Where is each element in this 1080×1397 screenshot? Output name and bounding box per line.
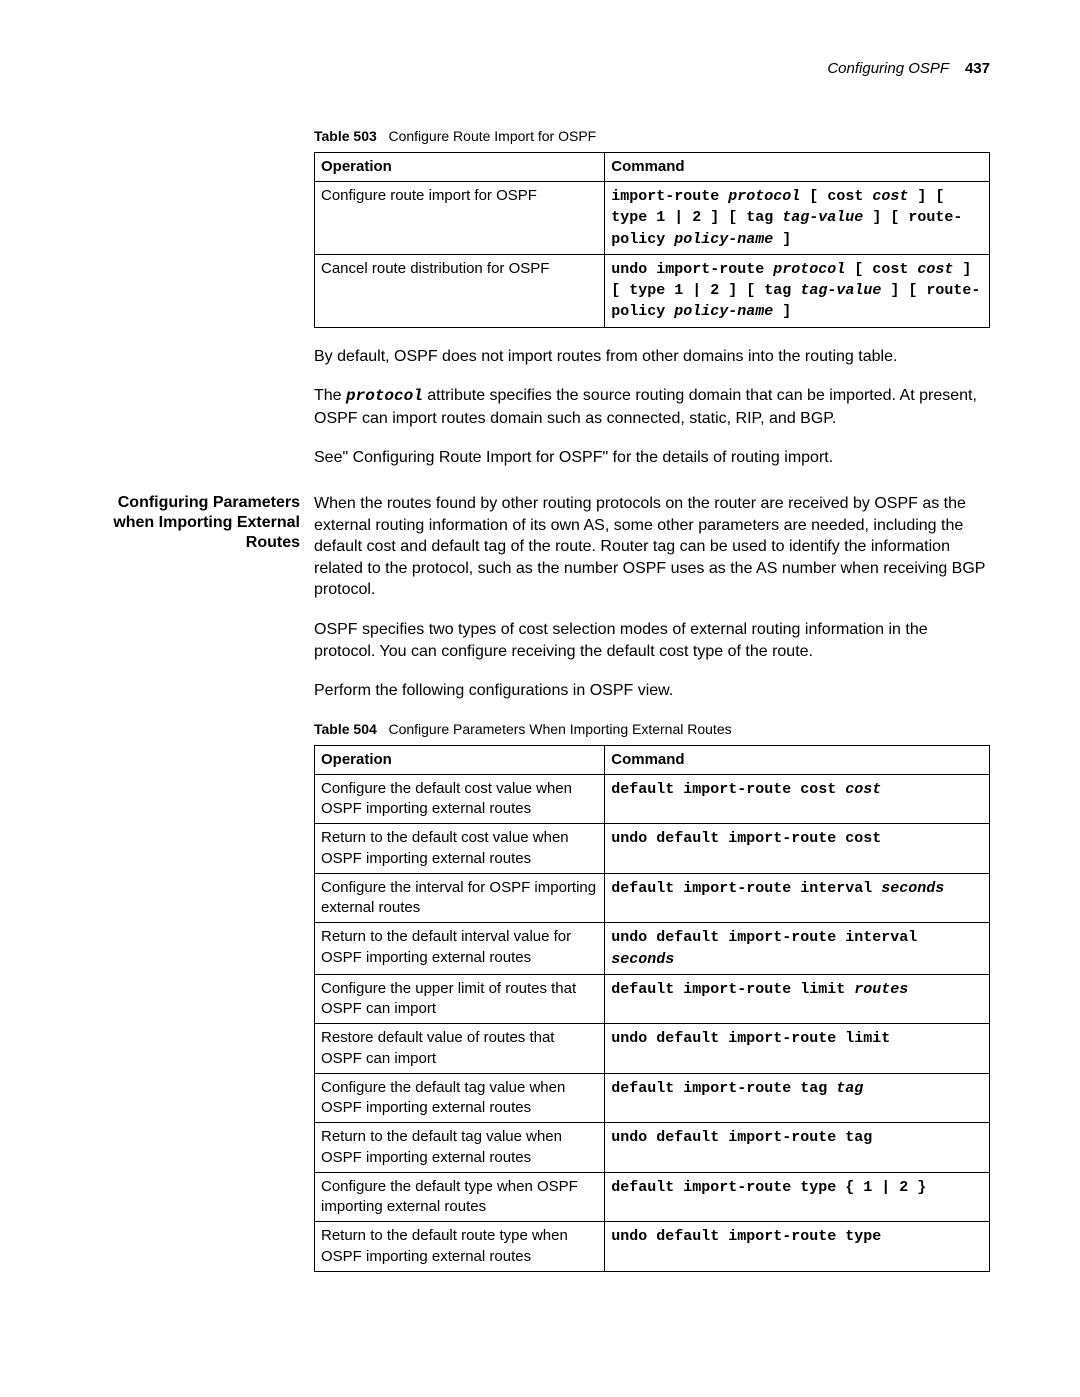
table-504-head-op: Operation <box>315 745 605 774</box>
paragraph-cost-types: OSPF specifies two types of cost selecti… <box>314 619 990 662</box>
paragraph-default: By default, OSPF does not import routes … <box>314 346 990 368</box>
table-cell-command: undo default import-route type <box>605 1222 990 1272</box>
table-row: Configure the default type when OSPF imp… <box>315 1172 990 1222</box>
table-503-head-cmd: Command <box>605 152 990 181</box>
table-cell-operation: Return to the default route type when OS… <box>315 1222 605 1272</box>
table-503: Operation Command Configure route import… <box>314 152 990 328</box>
table-cell-command: import-route protocol [ cost cost ] [ ty… <box>605 182 990 255</box>
page-number: 437 <box>965 60 990 77</box>
table-cell-operation: Configure the default type when OSPF imp… <box>315 1172 605 1222</box>
table-504-caption: Table 504 Configure Parameters When Impo… <box>314 720 990 739</box>
table-row: Return to the default route type when OS… <box>315 1222 990 1272</box>
table-504-caption-text: Configure Parameters When Importing Exte… <box>388 721 731 737</box>
table-cell-command: default import-route interval seconds <box>605 873 990 923</box>
table-cell-command: undo import-route protocol [ cost cost ]… <box>605 254 990 327</box>
table-row: Restore default value of routes that OSP… <box>315 1024 990 1074</box>
table-row: Configure route import for OSPFimport-ro… <box>315 182 990 255</box>
table-503-head-op: Operation <box>315 152 605 181</box>
table-cell-operation: Configure the default cost value when OS… <box>315 774 605 824</box>
header-title: Configuring OSPF <box>827 60 948 77</box>
table-cell-operation: Configure route import for OSPF <box>315 182 605 255</box>
table-cell-command: default import-route cost cost <box>605 774 990 824</box>
table-503-caption-text: Configure Route Import for OSPF <box>388 128 596 144</box>
table-cell-operation: Configure the interval for OSPF importin… <box>315 873 605 923</box>
table-cell-operation: Return to the default interval value for… <box>315 923 605 975</box>
table-cell-command: undo default import-route tag <box>605 1123 990 1173</box>
table-cell-operation: Configure the default tag value when OSP… <box>315 1073 605 1123</box>
paragraph-intro: When the routes found by other routing p… <box>314 493 990 601</box>
table-504-head-cmd: Command <box>605 745 990 774</box>
table-cell-command: default import-route tag tag <box>605 1073 990 1123</box>
table-cell-command: default import-route type { 1 | 2 } <box>605 1172 990 1222</box>
table-row: Configure the upper limit of routes that… <box>315 974 990 1024</box>
table-cell-command: undo default import-route limit <box>605 1024 990 1074</box>
table-503-caption: Table 503 Configure Route Import for OSP… <box>314 127 990 146</box>
table-503-label: Table 503 <box>314 128 377 144</box>
section-heading: Configuring Parameters when Importing Ex… <box>90 493 314 553</box>
table-row: Configure the default tag value when OSP… <box>315 1073 990 1123</box>
paragraph-perform: Perform the following configurations in … <box>314 680 990 702</box>
table-row: Return to the default interval value for… <box>315 923 990 975</box>
table-row: Return to the default tag value when OSP… <box>315 1123 990 1173</box>
table-cell-command: undo default import-route interval secon… <box>605 923 990 975</box>
inline-code-protocol: protocol <box>346 387 423 405</box>
table-cell-operation: Configure the upper limit of routes that… <box>315 974 605 1024</box>
page-header: Configuring OSPF 437 <box>90 60 990 77</box>
table-cell-operation: Cancel route distribution for OSPF <box>315 254 605 327</box>
table-row: Return to the default cost value when OS… <box>315 824 990 874</box>
paragraph-see-ref: See" Configuring Route Import for OSPF" … <box>314 447 990 469</box>
table-504: Operation Command Configure the default … <box>314 745 990 1272</box>
table-row: Configure the default cost value when OS… <box>315 774 990 824</box>
table-cell-operation: Return to the default tag value when OSP… <box>315 1123 605 1173</box>
table-cell-command: undo default import-route cost <box>605 824 990 874</box>
table-cell-operation: Restore default value of routes that OSP… <box>315 1024 605 1074</box>
paragraph-protocol-attr: The protocol attribute specifies the sou… <box>314 385 990 429</box>
table-504-label: Table 504 <box>314 721 377 737</box>
table-row: Cancel route distribution for OSPFundo i… <box>315 254 990 327</box>
table-cell-operation: Return to the default cost value when OS… <box>315 824 605 874</box>
table-row: Configure the interval for OSPF importin… <box>315 873 990 923</box>
table-cell-command: default import-route limit routes <box>605 974 990 1024</box>
